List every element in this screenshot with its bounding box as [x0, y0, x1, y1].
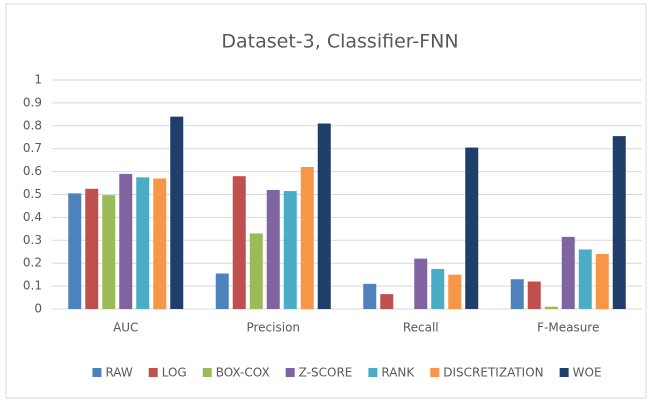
bar: [102, 195, 116, 309]
bar: [448, 274, 462, 309]
y-tick-label: 0.3: [23, 233, 42, 247]
bar: [119, 173, 133, 309]
x-tick-label: F-Measure: [537, 321, 599, 335]
bar: [561, 236, 575, 309]
y-tick-label: 0.8: [23, 118, 42, 132]
legend-label: BOX-COX: [216, 366, 270, 380]
bar: [544, 306, 558, 309]
chart-title: Dataset-3, Classifier-FNN: [221, 31, 458, 53]
x-tick-label: Recall: [403, 321, 439, 335]
bar: [317, 123, 331, 309]
legend-label: LOG: [162, 366, 187, 380]
x-tick-label: Precision: [246, 321, 300, 335]
bar: [283, 191, 297, 309]
bar: [612, 136, 626, 309]
bar: [136, 177, 150, 309]
y-tick-label: 0.9: [23, 95, 42, 109]
y-tick-label: 1: [34, 73, 42, 87]
bar: [510, 279, 524, 309]
bar: [232, 176, 246, 309]
legend-swatch: [368, 368, 378, 377]
bar: [170, 116, 184, 309]
bar: [266, 189, 280, 309]
bar: [578, 249, 592, 309]
x-tick-label: AUC: [113, 321, 138, 335]
y-tick-label: 0.7: [23, 141, 42, 155]
bar: [431, 268, 445, 309]
bar: [153, 178, 167, 309]
bar: [68, 193, 82, 309]
legend-swatch: [430, 368, 440, 377]
legend-label: RAW: [105, 366, 132, 380]
y-tick-label: 0.4: [23, 210, 42, 224]
legend-swatch: [285, 368, 295, 377]
bar: [527, 281, 541, 309]
legend-label: DISCRETIZATION: [443, 366, 543, 380]
bar: [300, 167, 314, 309]
y-tick-label: 0.6: [23, 164, 42, 178]
y-tick-label: 0.2: [23, 256, 42, 270]
y-tick-label: 0: [34, 302, 42, 316]
bar: [215, 273, 229, 309]
legend-swatch: [202, 368, 212, 377]
legend-label: RANK: [381, 366, 415, 380]
legend-label: Z-SCORE: [299, 366, 353, 380]
legend-label: WOE: [573, 366, 602, 380]
legend-swatch: [148, 368, 158, 377]
bar: [380, 294, 394, 309]
bar: [465, 147, 479, 309]
y-tick-label: 0.1: [23, 279, 42, 293]
bar: [363, 283, 377, 309]
legend-swatch: [559, 368, 569, 377]
bar: [85, 188, 99, 309]
bar: [595, 254, 609, 309]
bar: [249, 233, 263, 309]
y-tick-label: 0.5: [23, 187, 42, 201]
bar: [414, 258, 428, 309]
legend-swatch: [92, 368, 102, 377]
